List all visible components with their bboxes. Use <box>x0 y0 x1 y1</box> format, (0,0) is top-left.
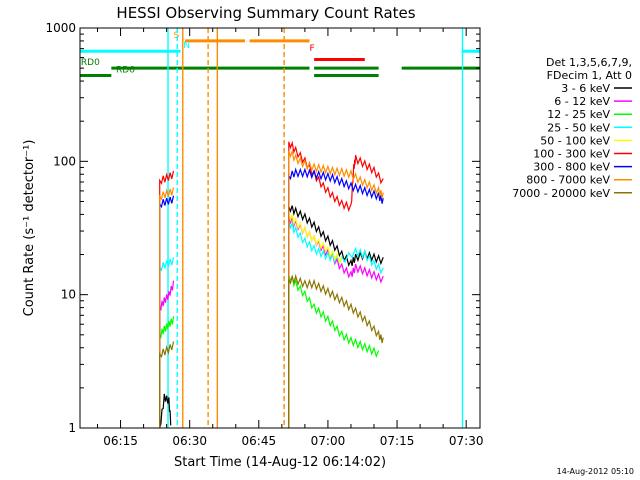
x-tick-label-2: 06:45 <box>242 434 277 448</box>
series-4-segment-0 <box>288 212 343 428</box>
legend-label-3: 25 - 50 keV <box>547 121 610 134</box>
series-0-segment-0 <box>159 393 172 429</box>
legend-label-2: 12 - 25 keV <box>547 108 610 121</box>
series-2-segment-1 <box>288 274 380 428</box>
flag-label-1: N <box>183 41 190 51</box>
chart-title: HESSI Observing Summary Count Rates <box>116 4 415 22</box>
series-7-segment-1 <box>288 148 384 428</box>
series-6-segment-1 <box>288 167 384 428</box>
x-tick-label-0: 06:15 <box>103 434 138 448</box>
series-3-segment-0 <box>159 257 175 428</box>
series-7-segment-0 <box>159 187 175 428</box>
legend-label-5: 100 - 300 keV <box>533 148 610 161</box>
legend: Det 1,3,5,6,7,9,FDecim 1, Att 03 - 6 keV… <box>512 56 632 200</box>
legend-header-0: Det 1,3,5,6,7,9, <box>546 56 632 69</box>
flag-label-4: RD6 <box>116 66 135 76</box>
series-5-segment-1 <box>288 140 384 428</box>
series-5-segment-0 <box>159 170 175 428</box>
series-0-segment-1 <box>288 205 384 428</box>
legend-label-7: 800 - 7000 keV <box>526 174 610 187</box>
flag-label-0: S <box>174 31 180 41</box>
legend-label-6: 300 - 800 keV <box>533 161 610 174</box>
x-axis-label: Start Time (14-Aug-12 06:14:02) <box>174 455 386 470</box>
flag-bars: SN F RD0 RD6 <box>80 31 480 78</box>
x-tick-label-5: 07:30 <box>449 434 484 448</box>
series-6-segment-0 <box>159 195 175 428</box>
x-tick-label-4: 07:15 <box>380 434 415 448</box>
series-traces <box>159 140 384 429</box>
y-tick-label-3: 1000 <box>45 21 76 35</box>
series-2-segment-0 <box>159 316 175 428</box>
series-1-segment-0 <box>159 280 175 428</box>
legend-label-4: 50 - 100 keV <box>540 134 610 147</box>
y-tick-label-0: 1 <box>68 421 76 435</box>
legend-label-1: 6 - 12 keV <box>554 95 610 108</box>
legend-label-0: 3 - 6 keV <box>561 82 610 95</box>
series-8-segment-1 <box>288 273 384 428</box>
flag-label-3: RD0 <box>81 58 100 68</box>
series-8-segment-0 <box>159 341 175 428</box>
mode-vertical-lines <box>167 28 464 428</box>
x-tick-label-1: 06:30 <box>172 434 207 448</box>
series-3-segment-1 <box>288 220 384 428</box>
x-tick-label-3: 07:00 <box>311 434 346 448</box>
plot-frame <box>79 27 481 429</box>
y-tick-label-2: 100 <box>53 154 76 168</box>
axes: 1 10 100 1000 06:15 06:30 06:45 07:00 07:15 07:30 <box>45 21 483 448</box>
flag-label-2: F <box>309 44 314 54</box>
y-axis-label: Count Rate (s⁻¹ detector⁻¹) <box>22 140 37 317</box>
legend-label-8: 7000 - 20000 keV <box>512 187 610 200</box>
footer-date: 14-Aug-2012 05:10 <box>557 467 634 476</box>
y-tick-label-1: 10 <box>61 288 76 302</box>
legend-header-1: FDecim 1, Att 0 <box>547 69 632 82</box>
